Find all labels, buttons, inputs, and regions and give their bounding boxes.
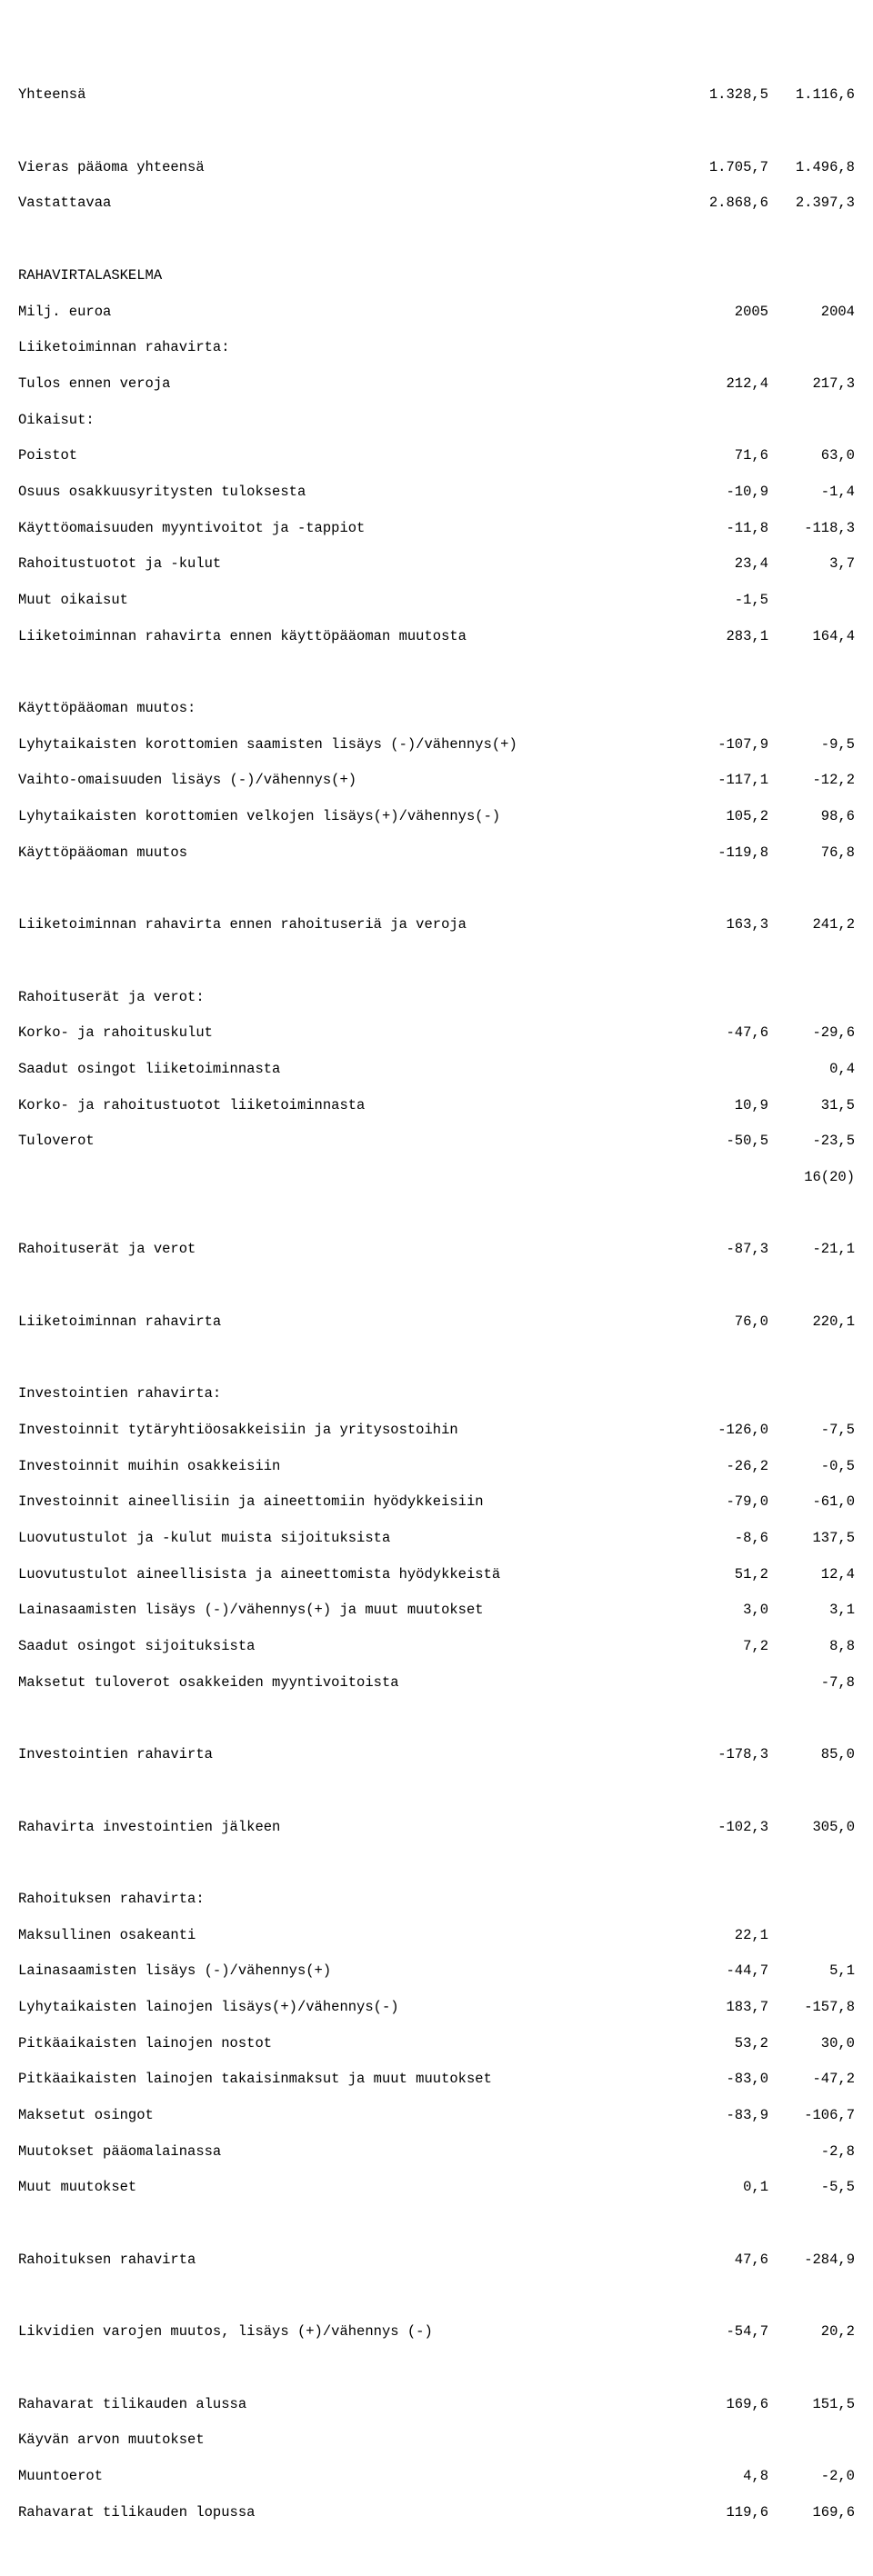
heading-rahoituksen-rahavirta: Rahoituksen rahavirta: [18,1891,855,1909]
row-rahoitustuotot-kulut: Rahoitustuotot ja -kulut23,43,7 [18,555,855,574]
row-lyhyt-velat: Lyhytaikaisten korottomien velkojen lisä… [18,808,855,826]
val-2004: 1.116,6 [768,86,855,105]
row-rahavarat-alussa: Rahavarat tilikauden alussa169,6151,5 [18,2396,855,2414]
row-unit-years: Milj. euroa 20052004 [18,304,855,322]
label: Yhteensä [18,86,85,105]
row-rahoituksen-rahavirta-total: Rahoituksen rahavirta47,6-284,9 [18,2252,855,2270]
row-korko-rahoituskulut: Korko- ja rahoituskulut-47,6-29,6 [18,1024,855,1043]
row-luov-muista: Luovutustulot ja -kulut muista sijoituks… [18,1530,855,1548]
row-poistot: Poistot71,663,0 [18,447,855,465]
heading-investointien-rahavirta: Investointien rahavirta: [18,1385,855,1403]
row-inv-tytar: Investoinnit tytäryhtiöosakkeisiin ja yr… [18,1422,855,1440]
row-kp-muutos: Käyttöpääoman muutos-119,876,8 [18,844,855,863]
row-korko-rahoitustuotot: Korko- ja rahoitustuotot liiketoiminnast… [18,1097,855,1115]
row-vastattavaa: Vastattavaa 2.868,62.397,3 [18,195,855,213]
row-saadut-osingot-liiketoiminta: Saadut osingot liiketoiminnasta0,4 [18,1061,855,1079]
row-inv-muihin: Investoinnit muihin osakkeisiin-26,2-0,5 [18,1458,855,1476]
row-luov-aineell: Luovutustulot aineellisista ja aineettom… [18,1566,855,1584]
heading-rahavirtalaskelma: RAHAVIRTALASKELMA [18,267,855,285]
row-maksetut-osingot: Maksetut osingot-83,9-106,7 [18,2107,855,2125]
row-lyhytaikaisten-lainojen: Lyhytaikaisten lainojen lisäys(+)/vähenn… [18,1999,855,2017]
row-pitkaaikaisten-takaisinmaksut: Pitkäaikaisten lainojen takaisinmaksut j… [18,2071,855,2089]
row-maksullinen-osakeanti: Maksullinen osakeanti22,1 [18,1927,855,1945]
row-rahoituserat-verot-total: Rahoituserät ja verot-87,3-21,1 [18,1241,855,1259]
row-tuloverot: Tuloverot-50,5-23,5 [18,1133,855,1151]
row-muut-oikaisut: Muut oikaisut-1,5 [18,592,855,610]
row-investointien-rahavirta: Investointien rahavirta-178,385,0 [18,1746,855,1764]
row-lainasaamisten-muutokset: Lainasaamisten lisäys (-)/vähennys(+) ja… [18,1602,855,1620]
row-inv-aineell: Investoinnit aineellisiin ja aineettomii… [18,1493,855,1512]
row-vieras-paaoma: Vieras pääoma yhteensä 1.705,71.496,8 [18,159,855,177]
row-muut-muutokset: Muut muutokset0,1-5,5 [18,2179,855,2197]
heading-ops-cashflow: Liiketoiminnan rahavirta: [18,339,855,357]
row-page-ref: 16(20) [18,1169,855,1187]
val-2005: 1.328,5 [682,86,768,105]
row-kayttoomaisuus-myynti: Käyttöomaisuuden myyntivoitot ja -tappio… [18,520,855,538]
row-tulos-ennen-veroja: Tulos ennen veroja212,4217,3 [18,375,855,394]
row-vaihto-omaisuus: Vaihto-omaisuuden lisäys (-)/vähennys(+)… [18,772,855,790]
label-oikaisut: Oikaisut: [18,412,855,430]
heading-rahoituserat-verot: Rahoituserät ja verot: [18,989,855,1007]
row-rahavarat-lopussa: Rahavarat tilikauden lopussa119,6169,6 [18,2504,855,2522]
row-muuntoerot: Muuntoerot4,8-2,0 [18,2468,855,2486]
row-lainasaamisten-lisays: Lainasaamisten lisäys (-)/vähennys(+)-44… [18,1962,855,1981]
row-likvidien-varojen-muutos: Likvidien varojen muutos, lisäys (+)/väh… [18,2323,855,2341]
heading-kp-muutos: Käyttöpääoman muutos: [18,700,855,718]
row-lyhyt-saamiset: Lyhytaikaisten korottomien saamisten lis… [18,736,855,754]
row-pitkaaikaisten-nostot: Pitkäaikaisten lainojen nostot53,230,0 [18,2035,855,2053]
row-muutokset-paaomalainassa: Muutokset pääomalainassa-2,8 [18,2143,855,2162]
row-yhteensa: Yhteensä 1.328,51.116,6 [18,86,855,105]
row-saadut-osingot-sijoitus: Saadut osingot sijoituksista7,28,8 [18,1638,855,1656]
row-osuus-osakkuus: Osuus osakkuusyritysten tuloksesta-10,9-… [18,484,855,502]
row-liiketoiminnan-rahavirta: Liiketoiminnan rahavirta76,0220,1 [18,1313,855,1332]
row-ops-before-fin: Liiketoiminnan rahavirta ennen rahoituse… [18,916,855,934]
row-maksetut-tuloverot-osakkeet: Maksetut tuloverot osakkeiden myyntivoit… [18,1674,855,1692]
row-rahavirta-investointien-jalkeen: Rahavirta investointien jälkeen-102,3305… [18,1819,855,1837]
heading-kayvan-arvon: Käyvän arvon muutokset [18,2431,855,2450]
row-ops-ennen-kp: Liiketoiminnan rahavirta ennen käyttöpää… [18,628,855,646]
